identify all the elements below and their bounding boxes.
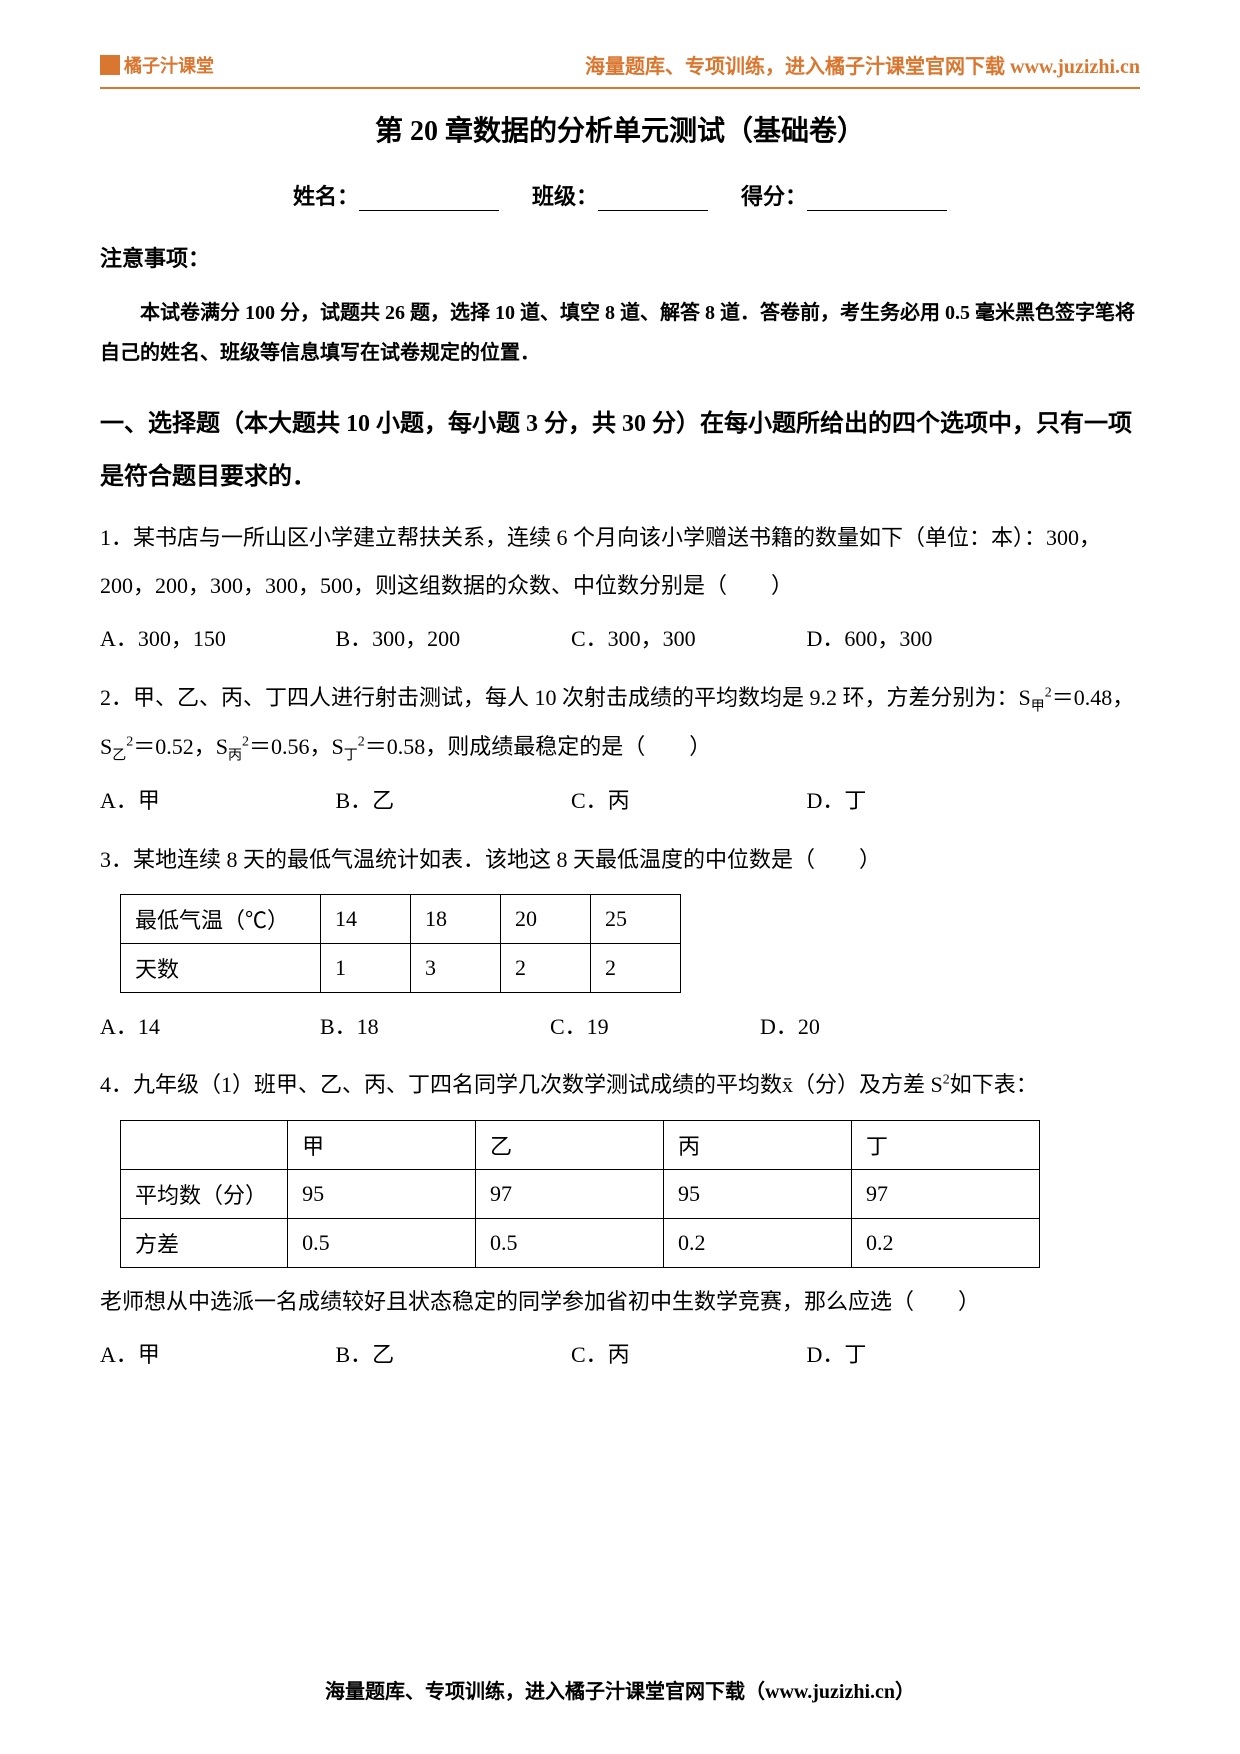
q4-option-a: A．甲 bbox=[100, 1331, 330, 1379]
q1-option-a: A．300，150 bbox=[100, 615, 330, 663]
question-4-continued: 老师想从中选派一名成绩较好且状态稳定的同学参加省初中生数学竞赛，那么应选（ ） bbox=[100, 1278, 1140, 1326]
page-header: 橘子汁课堂 海量题库、专项训练，进入橘子汁课堂官网下载 www.juzizhi.… bbox=[100, 50, 1140, 89]
class-blank bbox=[598, 189, 708, 211]
question-1: 1．某书店与一所山区小学建立帮扶关系，连续 6 个月向该小学赠送书籍的数量如下（… bbox=[100, 514, 1140, 611]
q2-option-b: B．乙 bbox=[336, 777, 566, 825]
class-label: 班级： bbox=[532, 184, 598, 209]
question-3: 3．某地连续 8 天的最低气温统计如表．该地这 8 天最低温度的中位数是（ ） bbox=[100, 836, 1140, 884]
table-row: 最低气温（℃） 14 18 20 25 bbox=[121, 894, 681, 943]
q4-option-d: D．丁 bbox=[807, 1331, 1037, 1379]
question-2-options: A．甲 B．乙 C．丙 D．丁 bbox=[100, 777, 1140, 825]
q1-option-b: B．300，200 bbox=[336, 615, 566, 663]
notice-body: 本试卷满分 100 分，试题共 26 题，选择 10 道、填空 8 道、解答 8… bbox=[100, 293, 1140, 373]
q2-option-d: D．丁 bbox=[807, 777, 1037, 825]
name-blank bbox=[359, 189, 499, 211]
student-info-line: 姓名： 班级： 得分： bbox=[100, 179, 1140, 211]
score-blank bbox=[807, 189, 947, 211]
q4-option-b: B．乙 bbox=[336, 1331, 566, 1379]
q2-option-c: C．丙 bbox=[571, 777, 801, 825]
logo-text: 橘子汁课堂 bbox=[124, 52, 214, 78]
q3-option-c: C．19 bbox=[550, 1003, 760, 1051]
name-label: 姓名： bbox=[293, 184, 359, 209]
logo: 橘子汁课堂 bbox=[100, 52, 214, 78]
section-1-title: 一、选择题（本大题共 10 小题，每小题 3 分，共 30 分）在每小题所给出的… bbox=[100, 398, 1140, 504]
table-row: 甲 乙 丙 丁 bbox=[121, 1120, 1040, 1169]
question-1-options: A．300，150 B．300，200 C．300，300 D．600，300 bbox=[100, 615, 1140, 663]
question-3-options: A．14 B．18 C．19 D．20 bbox=[100, 1003, 1140, 1051]
question-3-table: 最低气温（℃） 14 18 20 25 天数 1 3 2 2 bbox=[120, 894, 681, 993]
score-label: 得分： bbox=[741, 184, 807, 209]
q3-option-b: B．18 bbox=[320, 1003, 550, 1051]
question-4-options: A．甲 B．乙 C．丙 D．丁 bbox=[100, 1331, 1140, 1379]
q1-option-d: D．600，300 bbox=[807, 615, 1037, 663]
table-row: 平均数（分） 95 97 95 97 bbox=[121, 1169, 1040, 1218]
question-4: 4．九年级（1）班甲、乙、丙、丁四名同学几次数学测试成绩的平均数x̄（分）及方差… bbox=[100, 1061, 1140, 1109]
question-2: 2．甲、乙、丙、丁四人进行射击测试，每人 10 次射击成绩的平均数均是 9.2 … bbox=[100, 674, 1140, 772]
q3-option-d: D．20 bbox=[760, 1003, 820, 1051]
q4-option-c: C．丙 bbox=[571, 1331, 801, 1379]
table-row: 天数 1 3 2 2 bbox=[121, 943, 681, 992]
question-4-table: 甲 乙 丙 丁 平均数（分） 95 97 95 97 方差 0.5 0.5 0.… bbox=[120, 1120, 1040, 1268]
header-link: 海量题库、专项训练，进入橘子汁课堂官网下载 www.juzizhi.cn bbox=[585, 50, 1140, 79]
q3-option-a: A．14 bbox=[100, 1003, 320, 1051]
notice-title: 注意事项： bbox=[100, 241, 1140, 273]
q2-option-a: A．甲 bbox=[100, 777, 330, 825]
page-title: 第 20 章数据的分析单元测试（基础卷） bbox=[100, 109, 1140, 149]
logo-icon bbox=[100, 55, 120, 75]
q1-option-c: C．300，300 bbox=[571, 615, 801, 663]
page-footer: 海量题库、专项训练，进入橘子汁课堂官网下载（www.juzizhi.cn） bbox=[0, 1675, 1240, 1704]
table-row: 方差 0.5 0.5 0.2 0.2 bbox=[121, 1218, 1040, 1267]
